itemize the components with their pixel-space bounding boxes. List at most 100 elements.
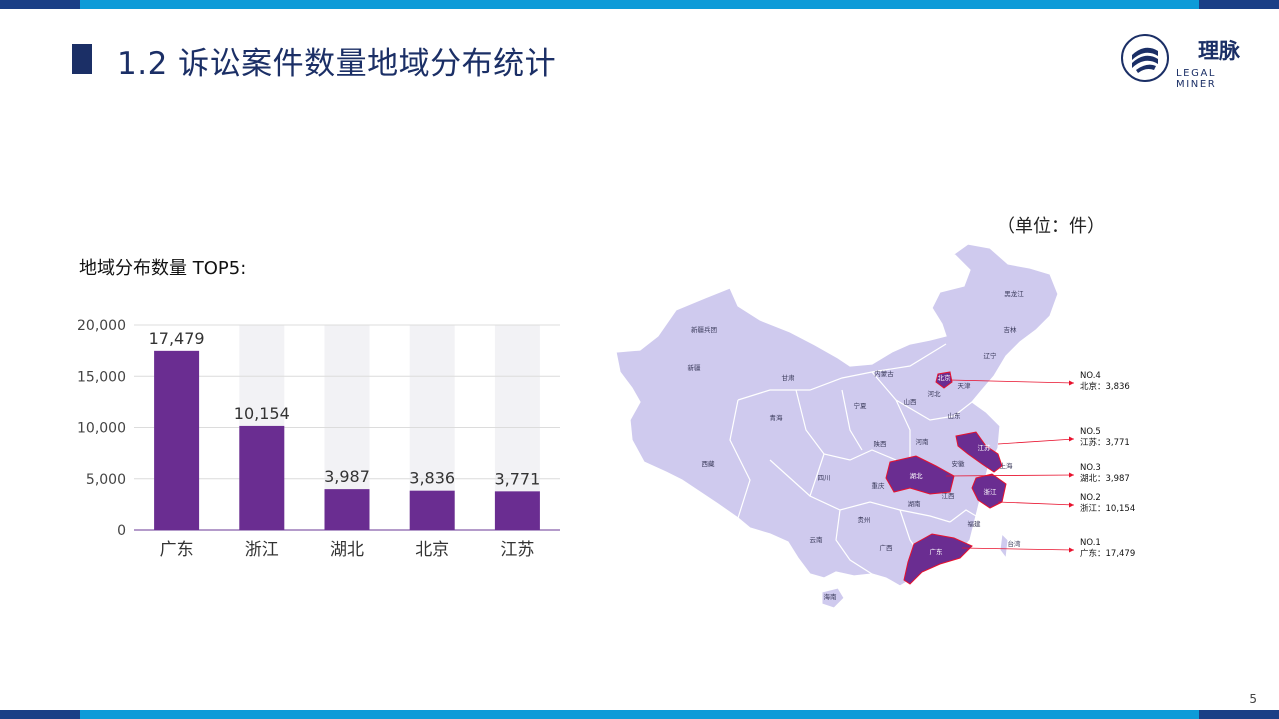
province-label: 福建 bbox=[968, 519, 982, 528]
callout-rank: NO.2 bbox=[1080, 493, 1101, 503]
logo-cn-text: 理脉 bbox=[1198, 38, 1240, 63]
hubei-highlight bbox=[885, 455, 955, 495]
bar-浙江 bbox=[239, 425, 285, 530]
callout-rank: NO.4 bbox=[1080, 371, 1101, 381]
callout-value: 江苏：3,771 bbox=[1080, 437, 1130, 448]
province-label: 山西 bbox=[904, 397, 918, 406]
callout-rank: NO.5 bbox=[1080, 427, 1101, 437]
province-label: 台湾 bbox=[1008, 539, 1022, 548]
unit-label: （单位：件） bbox=[997, 216, 1105, 237]
top-accent-bar bbox=[0, 0, 1279, 9]
province-label: 吉林 bbox=[1004, 325, 1018, 334]
y-tick-label: 10,000 bbox=[77, 421, 126, 437]
callout-value: 北京：3,836 bbox=[1080, 381, 1130, 392]
bar-湖北 bbox=[324, 489, 370, 530]
bar-江苏 bbox=[494, 491, 540, 530]
province-label: 广东 bbox=[930, 547, 944, 556]
callout-arrow-icon bbox=[1069, 436, 1074, 442]
callout-leader-line bbox=[997, 438, 1075, 445]
logo-emblem-icon bbox=[1121, 34, 1169, 82]
province-label: 江苏 bbox=[978, 443, 992, 452]
province-label: 宁夏 bbox=[854, 401, 868, 410]
data-label: 3,771 bbox=[494, 469, 540, 488]
callout-leader-line bbox=[961, 547, 1075, 551]
province-label: 新疆 bbox=[688, 363, 702, 372]
taiwan-shape bbox=[999, 532, 1009, 560]
province-label: 北京 bbox=[938, 373, 952, 382]
callout-leader-line bbox=[997, 501, 1075, 506]
bar-chart: 0 5,000 10,000 15,000 20,000 17,479 广东 10,154 浙江… bbox=[77, 318, 560, 560]
bar-北京 bbox=[409, 490, 455, 530]
x-tick-label: 广东 bbox=[160, 540, 194, 560]
bar-广东 bbox=[154, 350, 200, 530]
callout-leader-line bbox=[945, 474, 1075, 477]
callout-value: 广东：17,479 bbox=[1080, 548, 1135, 559]
title-marker bbox=[72, 44, 92, 74]
y-tick-label: 5,000 bbox=[86, 472, 126, 488]
callout-value: 浙江：10,154 bbox=[1080, 503, 1135, 514]
x-tick-label: 江苏 bbox=[500, 540, 534, 560]
callout-arrow-icon bbox=[1069, 502, 1074, 508]
province-label: 陕西 bbox=[874, 439, 888, 448]
province-label: 天津 bbox=[958, 382, 972, 390]
callout-arrow-icon bbox=[1069, 380, 1074, 386]
chart-subtitle: 地域分布数量 TOP5: bbox=[79, 258, 247, 279]
province-label: 云南 bbox=[810, 535, 824, 544]
callout-leader-line bbox=[949, 379, 1075, 384]
logo: 理脉 LEGAL MINER bbox=[1120, 33, 1260, 90]
map-callouts: NO.4北京：3,836 NO.5江苏：3,771 NO.3湖北：3,987 NO.2… bbox=[945, 371, 1135, 559]
x-tick-label: 北京 bbox=[415, 540, 449, 560]
province-label: 广西 bbox=[880, 543, 894, 552]
callout-arrow-icon bbox=[1069, 547, 1074, 553]
y-tick-label: 20,000 bbox=[77, 318, 126, 334]
data-label: 10,154 bbox=[234, 404, 290, 423]
province-label: 青海 bbox=[770, 413, 784, 422]
province-label: 新疆兵团 bbox=[691, 325, 717, 334]
page-title: 1.2 诉讼案件数量地域分布统计 bbox=[117, 46, 557, 82]
callout-rank: NO.3 bbox=[1080, 463, 1101, 473]
province-label: 湖北 bbox=[910, 471, 924, 480]
callout-value: 湖北：3,987 bbox=[1080, 474, 1130, 484]
data-label: 3,836 bbox=[409, 469, 455, 488]
province-label: 上海 bbox=[1000, 461, 1014, 470]
inner-border-1 bbox=[729, 343, 977, 575]
x-tick-label: 浙江 bbox=[245, 540, 279, 560]
province-label: 黑龙江 bbox=[1004, 289, 1024, 298]
guangdong-highlight bbox=[903, 533, 973, 585]
province-label: 重庆 bbox=[872, 481, 886, 490]
y-tick-label: 0 bbox=[117, 523, 126, 539]
hainan-shape bbox=[821, 587, 845, 609]
page-number: 5 bbox=[1249, 692, 1257, 706]
province-label: 湖南 bbox=[908, 499, 922, 508]
province-label: 西藏 bbox=[702, 459, 716, 468]
logo-en-text: LEGAL MINER bbox=[1176, 68, 1217, 90]
province-label: 内蒙古 bbox=[874, 369, 894, 378]
province-label: 山东 bbox=[948, 411, 962, 420]
province-label: 安徽 bbox=[952, 459, 966, 468]
province-label: 四川 bbox=[818, 474, 831, 482]
data-label: 17,479 bbox=[149, 329, 205, 348]
jiangsu-highlight bbox=[955, 431, 1003, 473]
callout-rank: NO.1 bbox=[1080, 538, 1101, 548]
map-mainland bbox=[615, 243, 1059, 587]
beijing-highlight bbox=[935, 371, 953, 389]
province-label: 海南 bbox=[824, 592, 838, 601]
province-label: 河南 bbox=[916, 437, 930, 446]
province-label: 江西 bbox=[942, 492, 956, 500]
province-label: 河北 bbox=[928, 390, 942, 398]
province-label: 贵州 bbox=[858, 515, 871, 524]
x-tick-label: 湖北 bbox=[330, 540, 364, 560]
province-label: 甘肃 bbox=[782, 373, 796, 382]
y-tick-label: 15,000 bbox=[77, 369, 126, 385]
bottom-accent-right bbox=[1199, 710, 1279, 719]
callout-arrow-icon bbox=[1069, 472, 1074, 478]
province-label: 浙江 bbox=[984, 487, 998, 496]
bottom-accent-left bbox=[0, 710, 80, 719]
bottom-accent-bar bbox=[0, 710, 1279, 719]
mainland-shape bbox=[615, 243, 1059, 587]
province-label: 辽宁 bbox=[984, 351, 998, 360]
top-accent-right bbox=[1199, 0, 1279, 9]
top-accent-left bbox=[0, 0, 80, 9]
